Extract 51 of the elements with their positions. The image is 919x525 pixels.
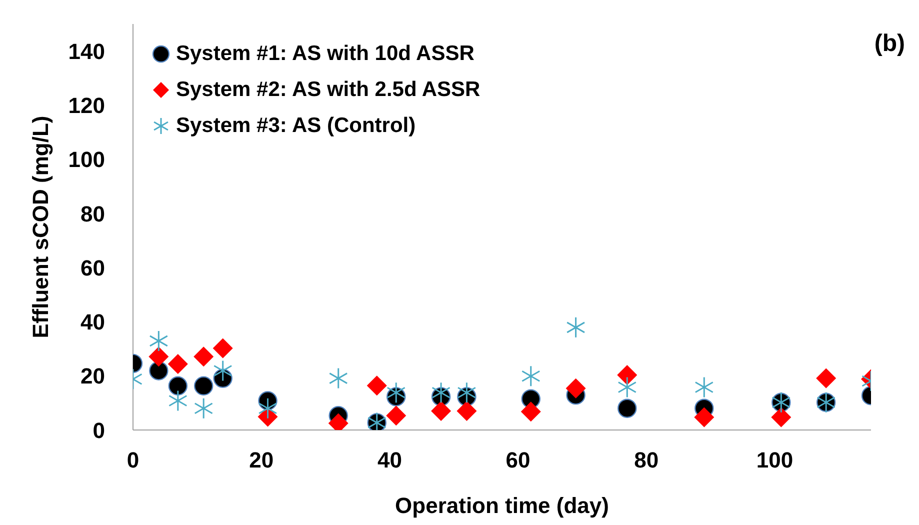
point [168,376,188,396]
point [194,346,214,367]
point [520,402,541,422]
point [149,361,168,380]
point [618,376,637,398]
legend-label: System #3: AS (Control) [176,114,416,138]
point [432,382,450,404]
point [386,382,406,404]
point [148,346,169,367]
point [212,338,233,358]
y-tick-label: 120 [68,93,105,118]
point [566,378,586,398]
x-axis-title: Operation time (day) [395,493,609,518]
y-tick-label: 100 [68,147,105,172]
point [816,368,836,388]
y-tick-label: 0 [92,418,105,443]
point [566,316,586,338]
point [149,330,168,352]
x-tick-label: 80 [634,448,659,473]
x-tick-label: 60 [506,448,530,473]
point [456,401,477,422]
point [366,376,387,396]
x-tick-label: 20 [249,448,274,473]
point [617,365,638,386]
y-tick-label: 140 [68,38,105,64]
legend-label: System #2: AS with 2.5d ASSR [176,78,480,102]
y-axis-title: Effluent sCOD (mg/L) [28,116,53,338]
point [694,407,714,428]
x-tick-label: 40 [377,448,402,473]
text: (b) [874,30,905,58]
y-tick-label: 40 [80,310,105,335]
point [168,390,188,412]
point [457,382,476,404]
x-tick-label: 100 [756,448,794,473]
point [521,365,540,387]
point [194,398,214,420]
x-tick-label: 0 [126,448,140,473]
y-tick-label: 80 [80,201,105,226]
point [194,376,214,396]
point [771,407,792,428]
point [168,354,188,374]
point [258,398,278,420]
point [694,376,714,398]
point [618,398,637,418]
y-tick-label: 20 [80,364,105,389]
legend-label: System #1: AS with 10d ASSR [176,42,474,66]
point [328,368,348,390]
point [431,401,452,422]
point [386,406,406,426]
y-tick-label: 60 [80,255,105,280]
point [213,360,232,382]
